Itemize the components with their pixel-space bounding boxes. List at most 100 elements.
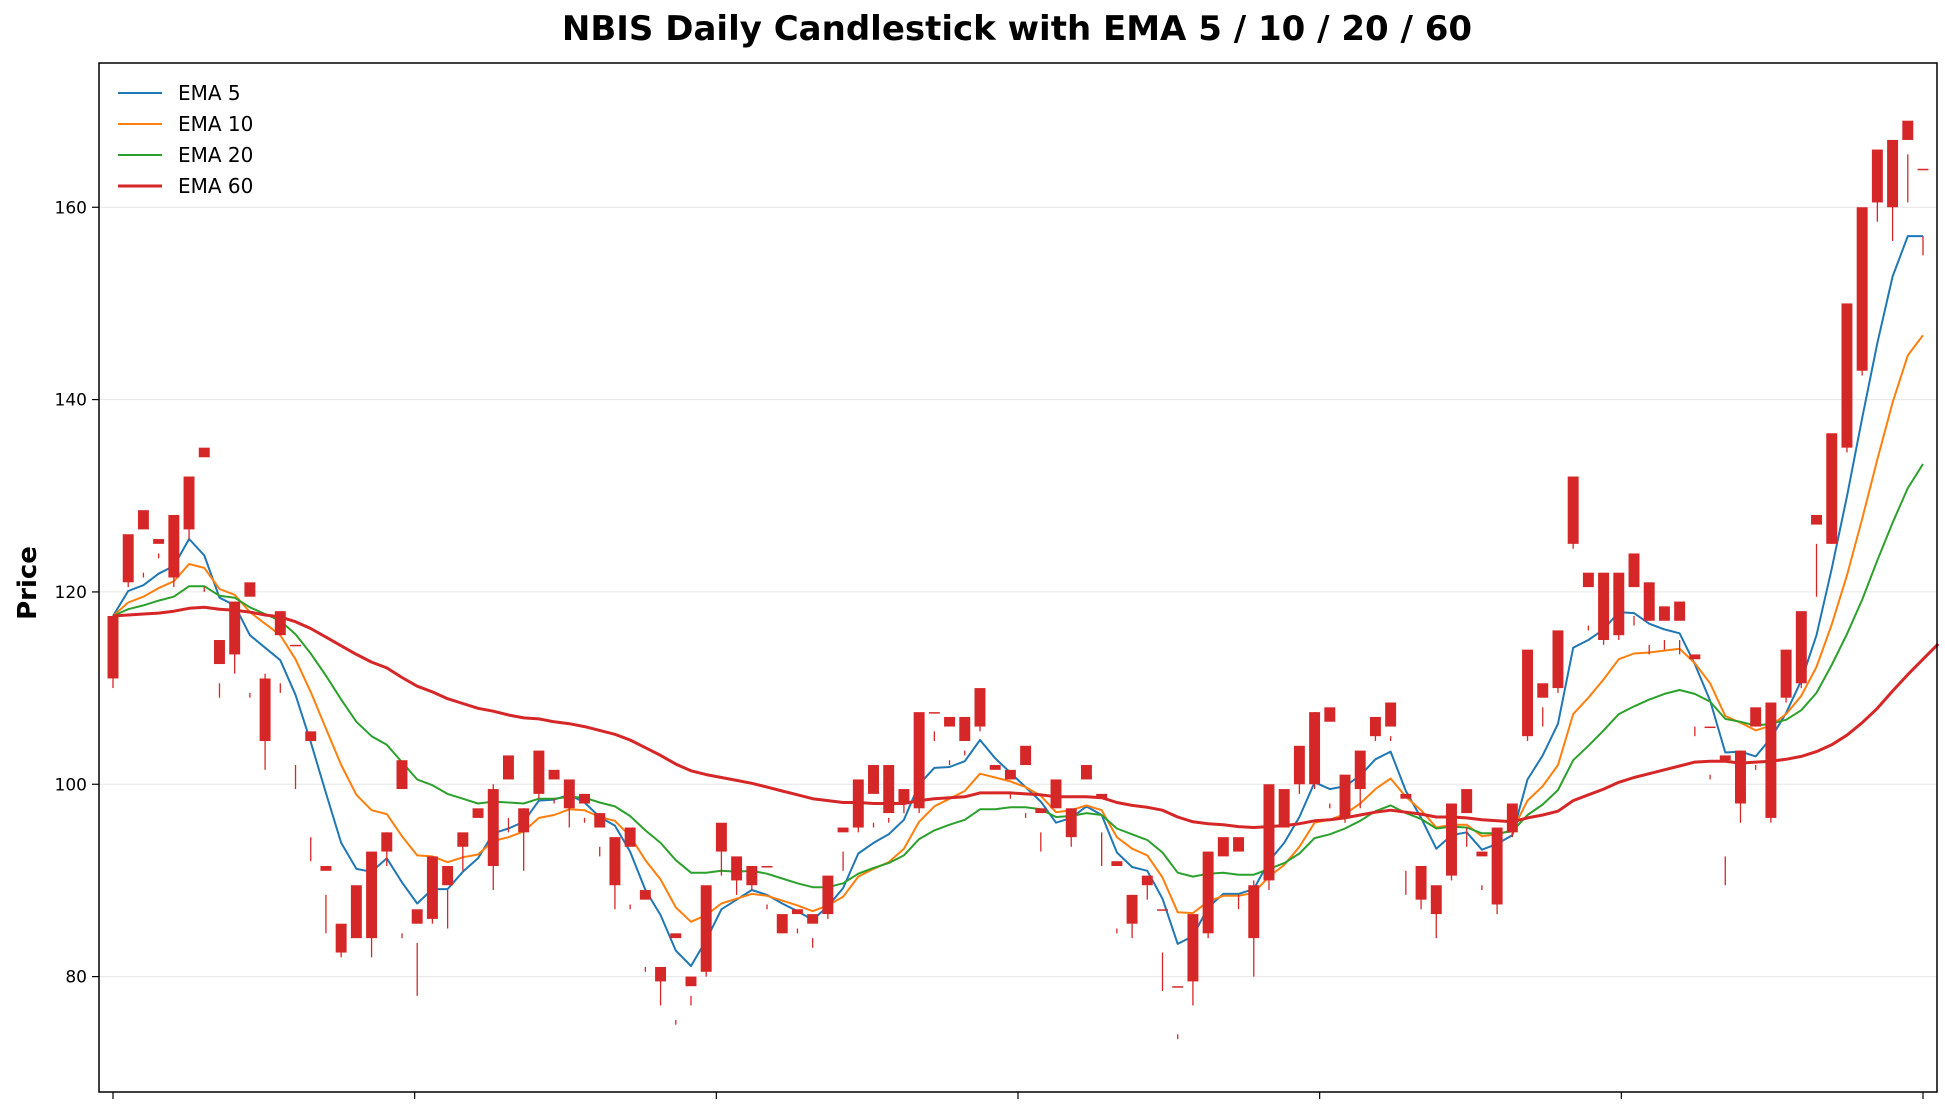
candle <box>122 534 134 588</box>
candle-body <box>442 866 454 886</box>
candle <box>1841 303 1853 453</box>
candle <box>518 808 530 871</box>
candle <box>1430 885 1442 939</box>
candle-body <box>1689 654 1701 660</box>
candle <box>107 615 119 689</box>
candle-body <box>1887 139 1899 208</box>
candle-body <box>518 808 530 833</box>
candle-body <box>168 514 180 578</box>
candle <box>305 731 317 862</box>
candle-body <box>670 933 682 939</box>
candle-body <box>746 866 758 886</box>
candle-body <box>1537 683 1549 698</box>
candle-body <box>1476 851 1488 857</box>
candle <box>1491 827 1503 915</box>
candle <box>1582 572 1594 631</box>
candle <box>1552 630 1564 693</box>
candle-body <box>700 885 712 972</box>
candle <box>1141 875 1153 900</box>
candle <box>1309 712 1321 790</box>
candle-body <box>1613 572 1625 636</box>
candle <box>1826 433 1838 544</box>
candle-body <box>548 769 560 780</box>
candle-body <box>1050 779 1062 809</box>
candle <box>1187 914 1199 1006</box>
candle <box>989 765 1001 770</box>
candle-body <box>1780 649 1792 698</box>
candle-body <box>807 914 819 924</box>
candle <box>366 851 378 958</box>
candle <box>746 866 758 891</box>
candle-body <box>579 793 590 804</box>
legend-label: EMA 5 <box>178 81 241 105</box>
candle <box>1598 572 1610 645</box>
candle <box>153 539 165 559</box>
candle-body <box>1293 745 1305 785</box>
candle <box>502 755 514 833</box>
candle-body <box>898 789 910 804</box>
candle <box>1750 707 1762 770</box>
candle-body <box>1248 885 1260 939</box>
candle-body <box>1704 726 1716 729</box>
y-tick-label: 160 <box>55 198 87 218</box>
candle-body <box>305 731 317 741</box>
candle <box>685 976 697 1006</box>
candle <box>913 712 925 814</box>
candle <box>350 885 362 939</box>
candle-body <box>868 765 879 794</box>
candle-body <box>1902 120 1914 140</box>
candle-body <box>1339 774 1351 818</box>
candle <box>700 885 712 977</box>
candle-body <box>1826 433 1838 544</box>
candle-body <box>472 808 484 818</box>
candle-body <box>198 447 210 458</box>
candle-body <box>1263 784 1275 881</box>
candle <box>1385 702 1397 741</box>
candle-body <box>1172 986 1184 988</box>
candle <box>1111 861 1123 934</box>
candle-body <box>244 582 256 597</box>
candle <box>1780 649 1792 703</box>
candle-body <box>1324 707 1336 722</box>
candle-body <box>1217 837 1229 857</box>
candle-body <box>1354 750 1366 790</box>
candle-body <box>1674 601 1686 621</box>
candle <box>579 793 590 823</box>
candle <box>1065 808 1077 847</box>
candle <box>1233 837 1245 910</box>
candle-body <box>913 712 925 809</box>
candle-body <box>1871 149 1883 203</box>
candle <box>1293 745 1305 794</box>
candle <box>639 890 651 972</box>
candle <box>1400 793 1412 895</box>
candle-body <box>1126 894 1138 924</box>
candle <box>1643 582 1655 655</box>
candle <box>487 784 499 891</box>
candle <box>1476 851 1488 891</box>
candle-body <box>1735 750 1746 804</box>
candle <box>1080 765 1092 780</box>
candle-body <box>1522 649 1534 737</box>
candle-body <box>1415 866 1427 900</box>
candle <box>1506 803 1518 838</box>
candle <box>1263 784 1275 891</box>
candle-body <box>1400 793 1412 799</box>
candle <box>731 856 743 895</box>
candle <box>837 827 849 871</box>
candle <box>974 688 986 732</box>
candle-body <box>822 875 834 915</box>
legend-label: EMA 20 <box>178 143 253 167</box>
candle-body <box>1369 716 1381 737</box>
candle <box>1795 611 1807 689</box>
candle <box>244 582 256 698</box>
candle-body <box>563 779 575 809</box>
candle-body <box>1035 808 1047 814</box>
candle <box>1567 476 1579 549</box>
candle-body <box>715 822 727 852</box>
y-tick-label: 100 <box>55 775 87 795</box>
candle <box>1050 779 1062 809</box>
candle-body <box>1643 582 1655 621</box>
candle <box>1522 649 1534 741</box>
candle-body <box>502 755 514 780</box>
